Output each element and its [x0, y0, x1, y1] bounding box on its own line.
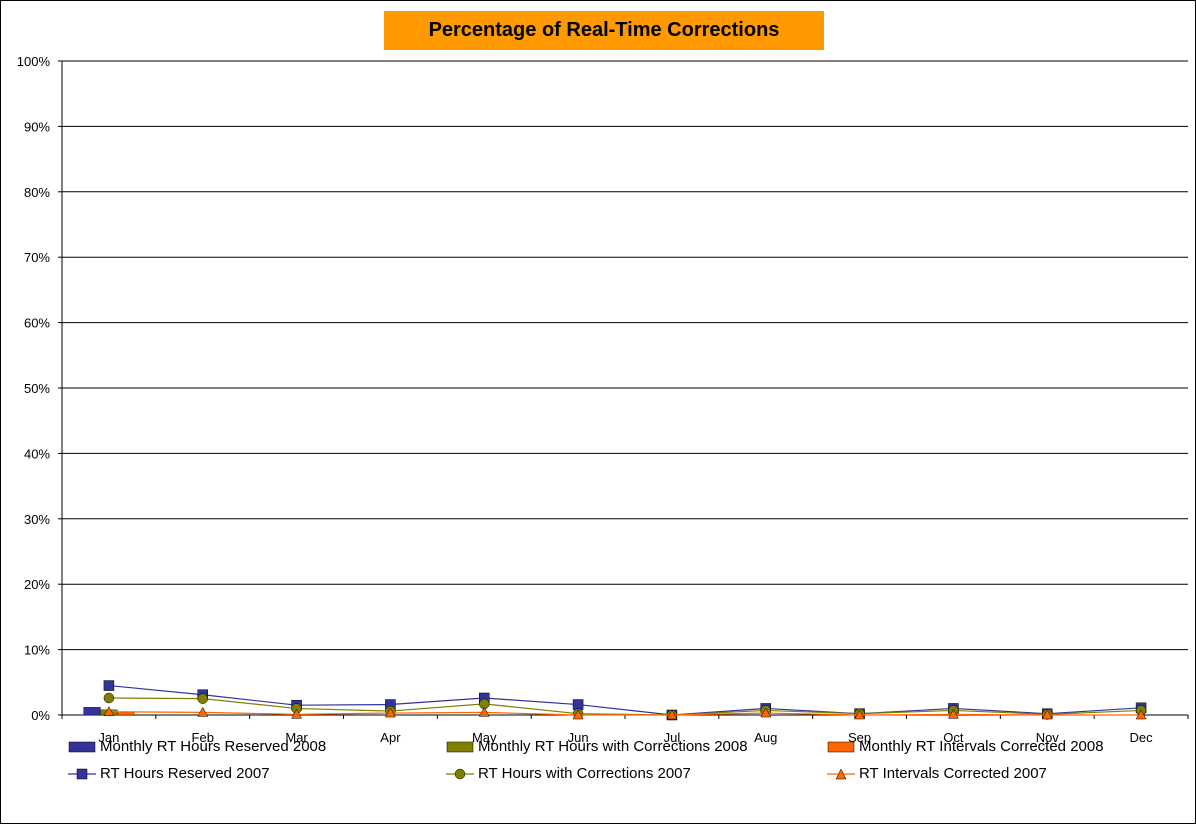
- legend-marker-corrections-2007: [446, 768, 474, 779]
- y-tick-label: 50%: [24, 381, 50, 396]
- y-tick-label: 100%: [17, 54, 51, 69]
- data-point: [1135, 709, 1147, 720]
- x-tick-label: Aug: [754, 730, 777, 745]
- series-line: [108, 684, 1142, 716]
- data-point: [478, 706, 490, 717]
- data-point: [197, 693, 208, 704]
- data-point: [760, 707, 772, 718]
- legend-swatch-reserved-2008: [68, 741, 96, 752]
- legend-label-intervals-2008: Monthly RT Intervals Corrected 2008: [859, 738, 1104, 755]
- x-tick-label: Jul: [664, 730, 681, 745]
- x-tick-label: Mar: [285, 730, 308, 745]
- x-tick-label: Feb: [192, 730, 214, 745]
- x-tick-label: Jun: [568, 730, 589, 745]
- legend-label-reserved-2007: RT Hours Reserved 2007: [100, 765, 270, 782]
- x-tick-label: Nov: [1036, 730, 1060, 745]
- legend-item-bar-1: Monthly RT Hours with Corrections 2008: [446, 738, 748, 755]
- legend-item-bar-2: Monthly RT Intervals Corrected 2008: [827, 738, 1104, 755]
- legend-item-line-2: RT Intervals Corrected 2007: [827, 765, 1047, 782]
- y-tick-label: 60%: [24, 316, 50, 331]
- y-tick-label: 20%: [24, 577, 50, 592]
- data-point: [1041, 709, 1053, 720]
- legend-swatch-intervals-2008: [827, 741, 855, 752]
- legend-swatch-corrections-2008: [446, 741, 474, 752]
- series-line: [108, 711, 1142, 716]
- y-tick-label: 0%: [31, 708, 50, 723]
- y-tick-label: 10%: [24, 643, 50, 658]
- data-point: [291, 708, 303, 719]
- y-tick-label: 90%: [24, 119, 50, 134]
- series-line: [108, 697, 1142, 716]
- data-point: [103, 706, 115, 716]
- legend-label-intervals-2007: RT Intervals Corrected 2007: [859, 765, 1047, 782]
- legend-item-line-0: RT Hours Reserved 2007: [68, 765, 270, 782]
- y-tick-label: 30%: [24, 512, 50, 527]
- x-tick-label: Jan: [98, 730, 119, 745]
- bar: [117, 712, 135, 716]
- legend-marker-reserved-2007: [68, 768, 96, 779]
- y-tick-label: 40%: [24, 446, 50, 461]
- y-tick-label: 70%: [24, 250, 50, 265]
- legend-label-corrections-2007: RT Hours with Corrections 2007: [478, 765, 691, 782]
- x-tick-label: Dec: [1130, 730, 1154, 745]
- x-tick-label: Apr: [380, 730, 401, 745]
- x-tick-label: Oct: [943, 730, 964, 745]
- bar: [83, 707, 101, 716]
- legend-label-reserved-2008: Monthly RT Hours Reserved 2008: [100, 738, 327, 755]
- legend-label-corrections-2008: Monthly RT Hours with Corrections 2008: [478, 738, 748, 755]
- legend-item-bar-0: Monthly RT Hours Reserved 2008: [68, 738, 326, 755]
- legend-marker-intervals-2007: [827, 767, 855, 779]
- y-tick-label: 80%: [24, 185, 50, 200]
- data-point: [384, 707, 396, 718]
- data-point: [197, 706, 209, 717]
- legend-item-line-1: RT Hours with Corrections 2007: [446, 765, 691, 782]
- data-point: [572, 709, 584, 720]
- x-tick-label: May: [472, 730, 497, 745]
- data-point: [103, 692, 115, 704]
- data-point: [666, 709, 678, 720]
- chart-title: Percentage of Real-Time Corrections: [384, 11, 824, 50]
- data-point: [947, 708, 959, 719]
- data-point: [572, 699, 584, 710]
- data-point: [103, 680, 115, 691]
- data-point: [854, 709, 866, 720]
